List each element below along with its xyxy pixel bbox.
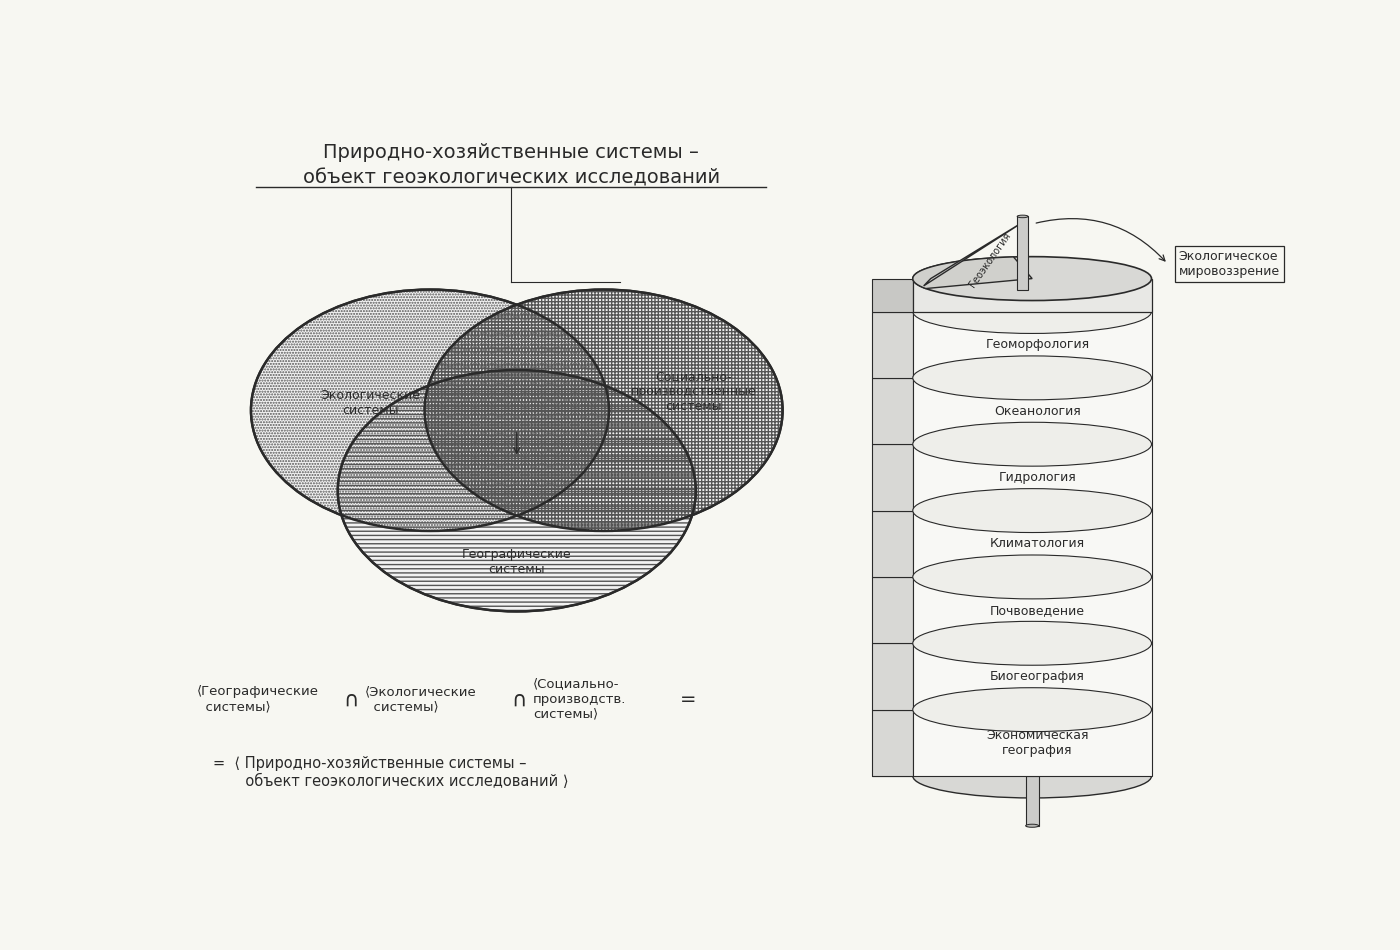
- Ellipse shape: [913, 422, 1151, 466]
- Bar: [913, 312, 1151, 378]
- Ellipse shape: [913, 356, 1151, 400]
- Text: Экономическая
география: Экономическая география: [987, 729, 1089, 757]
- Text: Гидрология: Гидрология: [998, 471, 1077, 484]
- Text: ⟨Социально-
производств.
системы⟩: ⟨Социально- производств. системы⟩: [533, 677, 626, 721]
- Text: Климатология: Климатология: [990, 538, 1085, 550]
- Polygon shape: [872, 378, 913, 445]
- Bar: [913, 510, 1151, 577]
- Ellipse shape: [913, 488, 1151, 533]
- Ellipse shape: [913, 290, 1151, 333]
- Text: Геоморфология: Геоморфология: [986, 338, 1089, 352]
- Text: ∩: ∩: [511, 689, 526, 710]
- Ellipse shape: [913, 256, 1151, 300]
- Text: Почвоведение: Почвоведение: [990, 603, 1085, 617]
- Text: Биогеография: Биогеография: [990, 670, 1085, 683]
- Bar: [1026, 776, 1039, 826]
- Text: Геоэкология: Геоэкология: [967, 231, 1014, 290]
- Ellipse shape: [913, 555, 1151, 598]
- Bar: [913, 278, 1151, 312]
- Text: =: =: [679, 690, 696, 709]
- Polygon shape: [872, 445, 913, 510]
- Ellipse shape: [1026, 825, 1039, 827]
- Circle shape: [337, 370, 696, 612]
- Bar: [913, 577, 1151, 643]
- Text: Экологическое
мировоззрение: Экологическое мировоззрение: [1179, 250, 1280, 278]
- Text: Экологические
системы: Экологические системы: [321, 389, 420, 417]
- Bar: [913, 710, 1151, 776]
- Text: Океанология: Океанология: [994, 405, 1081, 418]
- Ellipse shape: [913, 688, 1151, 732]
- Text: Социально-
производственные
системы: Социально- производственные системы: [631, 370, 756, 413]
- Polygon shape: [872, 577, 913, 643]
- Ellipse shape: [913, 621, 1151, 665]
- Ellipse shape: [913, 754, 1151, 798]
- Bar: [1018, 217, 1028, 290]
- Text: =  ⟨ Природно-хозяйственные системы –
       объект геоэкологических исследовани: = ⟨ Природно-хозяйственные системы – объ…: [213, 756, 568, 788]
- Bar: [913, 378, 1151, 445]
- Polygon shape: [872, 710, 913, 776]
- Text: Природно-хозяйственные системы –: Природно-хозяйственные системы –: [323, 143, 699, 162]
- Circle shape: [424, 290, 783, 531]
- Ellipse shape: [1018, 215, 1028, 218]
- Bar: [913, 445, 1151, 510]
- Polygon shape: [872, 510, 913, 577]
- Text: ∩: ∩: [343, 689, 358, 710]
- Polygon shape: [872, 643, 913, 710]
- Bar: [913, 643, 1151, 710]
- Polygon shape: [872, 278, 913, 312]
- Polygon shape: [913, 256, 1032, 289]
- Circle shape: [251, 290, 609, 531]
- Text: ⟨Географические
  системы⟩: ⟨Географические системы⟩: [196, 685, 319, 713]
- Polygon shape: [872, 312, 913, 378]
- Text: Географические
системы: Географические системы: [462, 548, 571, 577]
- Text: ⟨Экологические
  системы⟩: ⟨Экологические системы⟩: [365, 685, 476, 713]
- Polygon shape: [924, 220, 1026, 286]
- Text: объект геоэкологических исследований: объект геоэкологических исследований: [302, 169, 720, 188]
